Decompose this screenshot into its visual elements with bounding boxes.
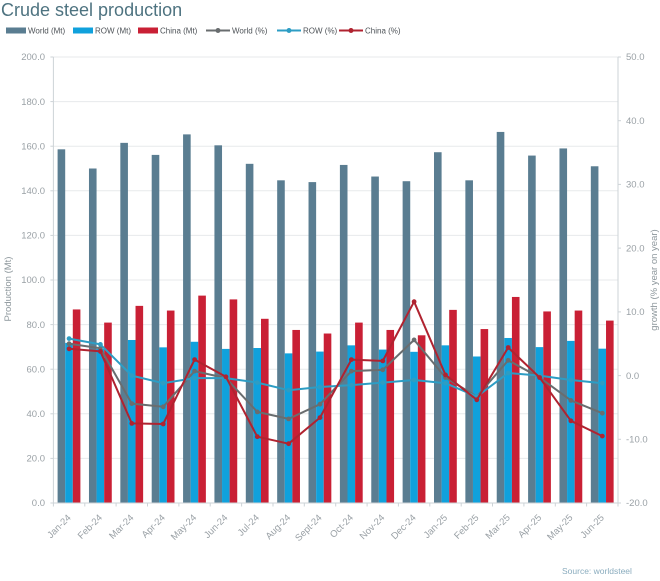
svg-text:China (Mt): China (Mt) xyxy=(160,27,198,36)
svg-text:ROW (Mt): ROW (Mt) xyxy=(95,27,131,36)
svg-text:50.0: 50.0 xyxy=(626,52,645,63)
svg-text:growth (% year on year): growth (% year on year) xyxy=(649,229,660,330)
svg-text:Production (Mt): Production (Mt) xyxy=(3,257,14,322)
svg-text:160.0: 160.0 xyxy=(21,141,45,152)
svg-text:20.0: 20.0 xyxy=(27,454,46,465)
svg-text:140.0: 140.0 xyxy=(21,186,45,197)
svg-text:80.0: 80.0 xyxy=(27,320,46,331)
svg-text:-20.0: -20.0 xyxy=(626,498,648,509)
svg-text:20.0: 20.0 xyxy=(626,243,645,254)
svg-text:0.0: 0.0 xyxy=(32,498,45,509)
svg-text:ROW (%): ROW (%) xyxy=(303,27,338,36)
svg-text:0.0: 0.0 xyxy=(626,371,639,382)
svg-text:180.0: 180.0 xyxy=(21,97,45,108)
svg-text:World (Mt): World (Mt) xyxy=(28,27,66,36)
svg-text:100.0: 100.0 xyxy=(21,275,45,286)
svg-text:10.0: 10.0 xyxy=(626,307,645,318)
svg-text:30.0: 30.0 xyxy=(626,180,645,191)
svg-text:Source: worldsteel: Source: worldsteel xyxy=(562,566,632,576)
svg-text:World (%): World (%) xyxy=(232,27,268,36)
svg-text:-10.0: -10.0 xyxy=(626,435,648,446)
svg-text:China (%): China (%) xyxy=(365,27,401,36)
svg-text:60.0: 60.0 xyxy=(27,364,46,375)
svg-text:200.0: 200.0 xyxy=(21,52,45,63)
svg-text:40.0: 40.0 xyxy=(626,116,645,127)
svg-text:Crude steel production: Crude steel production xyxy=(1,0,182,20)
svg-text:40.0: 40.0 xyxy=(27,409,46,420)
svg-text:120.0: 120.0 xyxy=(21,231,45,242)
